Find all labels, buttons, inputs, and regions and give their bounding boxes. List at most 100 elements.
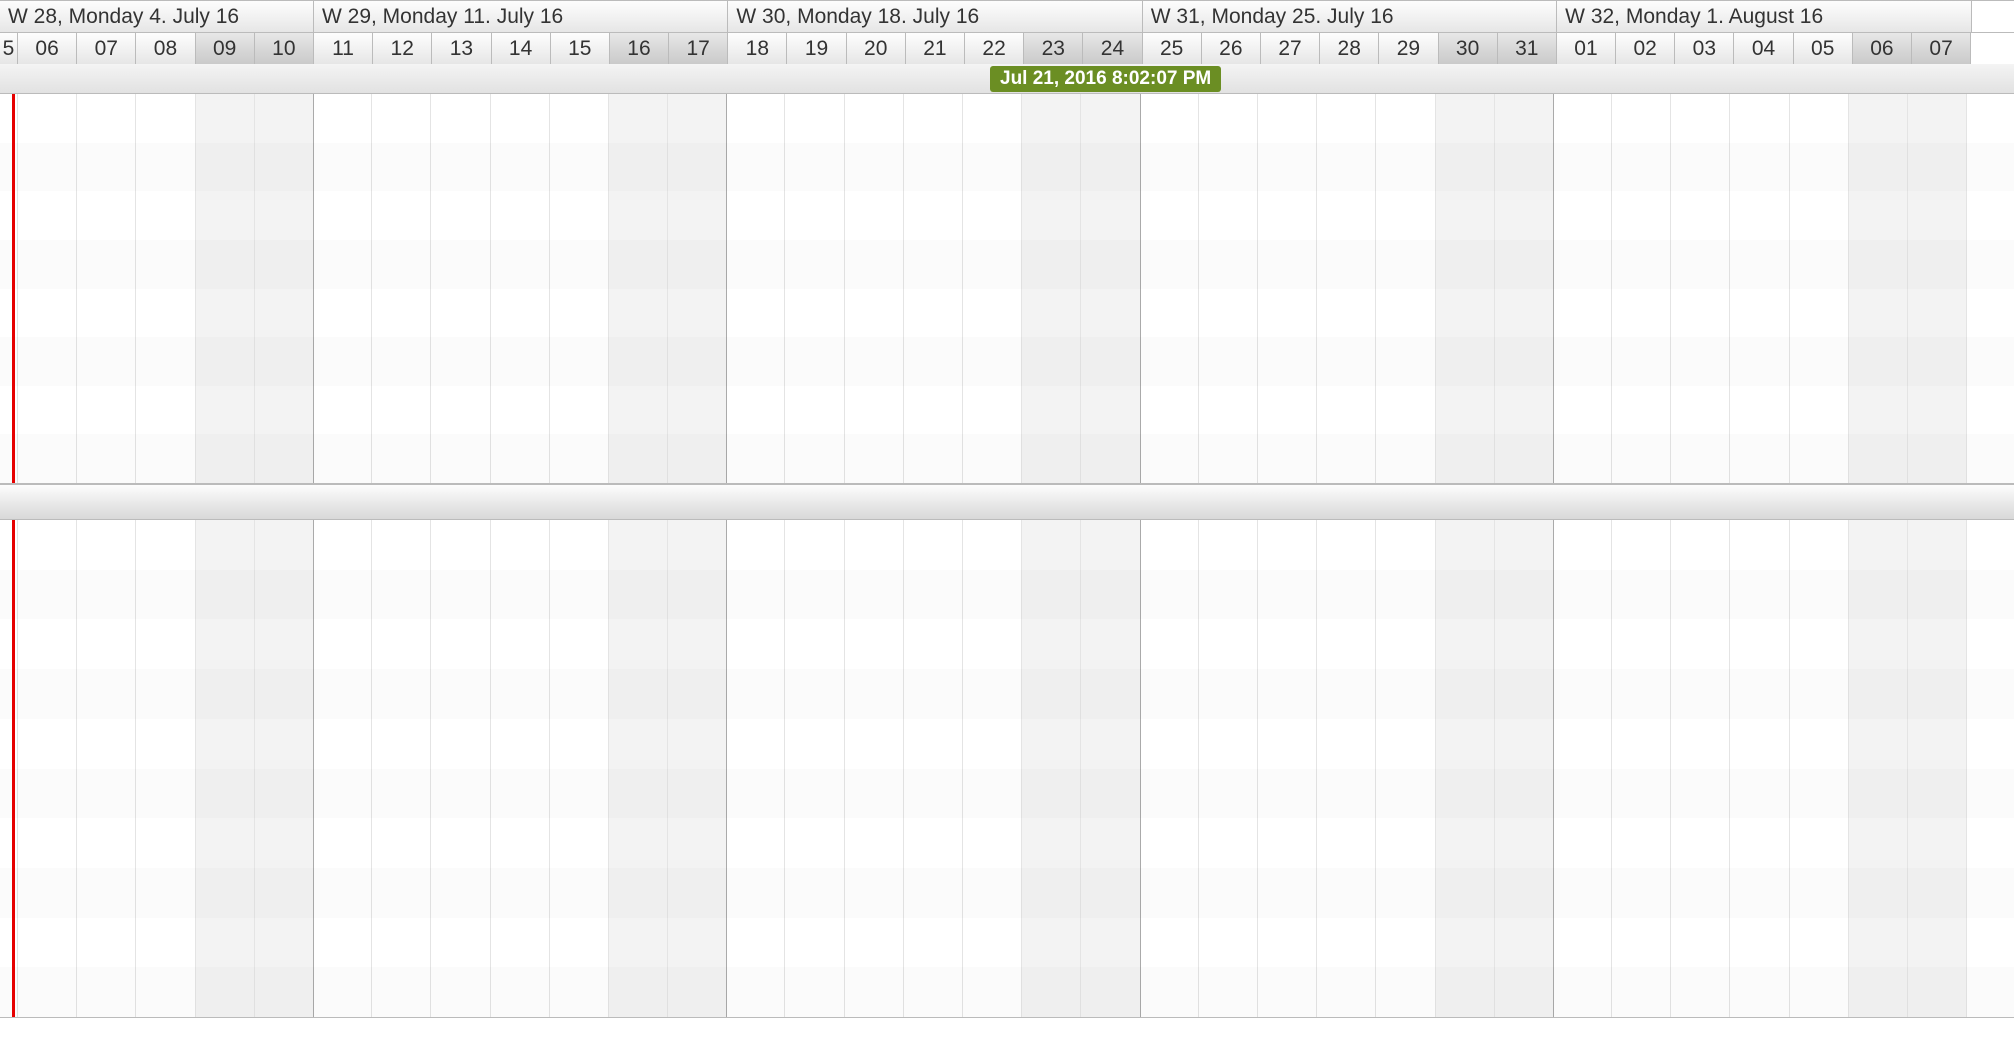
day-header-label: 23	[1042, 37, 1065, 61]
week-header-label: W 29, Monday 11. July 16	[322, 5, 563, 29]
day-header-label: 09	[213, 37, 236, 61]
grid-row	[0, 386, 2014, 435]
day-header-cell[interactable]: 25	[1143, 33, 1202, 64]
week-header-cell[interactable]: W 32, Monday 1. August 16	[1557, 1, 1971, 32]
day-header-label: 02	[1633, 37, 1656, 61]
day-header-label: 5	[3, 37, 15, 61]
timeline-week-header: W 28, Monday 4. July 16 W 29, Monday 11. …	[0, 0, 2014, 32]
day-header-label: 24	[1101, 37, 1124, 61]
day-header-cell[interactable]: 04	[1734, 33, 1793, 64]
week-header-label: W 32, Monday 1. August 16	[1565, 5, 1823, 29]
day-header-cell[interactable]: 13	[432, 33, 491, 64]
day-header-label: 13	[450, 37, 473, 61]
timeline-now-row: Jul 21, 2016 8:02:07 PM	[0, 64, 2014, 94]
day-header-cell[interactable]: 01	[1557, 33, 1616, 64]
gantt-panes	[0, 94, 2014, 1018]
day-header-cell[interactable]: 22	[965, 33, 1024, 64]
week-header-label: W 30, Monday 18. July 16	[736, 5, 979, 29]
grid-row	[0, 94, 2014, 143]
day-header-label: 07	[95, 37, 118, 61]
day-header-cell[interactable]: 17	[669, 33, 728, 64]
day-header-cell[interactable]: 10	[255, 33, 314, 64]
day-header-label: 10	[272, 37, 295, 61]
day-header-cell[interactable]: 11	[314, 33, 373, 64]
grid-row	[0, 669, 2014, 719]
now-marker-line	[12, 94, 15, 483]
now-marker-line	[12, 520, 15, 1017]
now-time-label: Jul 21, 2016 8:02:07 PM	[1000, 68, 1211, 90]
day-header-cell[interactable]: 24	[1083, 33, 1142, 64]
day-header-cell[interactable]: 5	[0, 33, 18, 64]
grid-row	[0, 240, 2014, 289]
day-header-label: 21	[923, 37, 946, 61]
grid-rows	[0, 520, 2014, 1017]
day-header-label: 15	[568, 37, 591, 61]
day-header-cell[interactable]: 03	[1675, 33, 1734, 64]
day-header-label: 29	[1397, 37, 1420, 61]
gantt-grid-pane[interactable]	[0, 94, 2014, 484]
day-header-label: 16	[627, 37, 650, 61]
week-header-cell[interactable]: W 30, Monday 18. July 16	[728, 1, 1142, 32]
day-header-cell[interactable]: 26	[1202, 33, 1261, 64]
day-header-cell[interactable]: 21	[906, 33, 965, 64]
day-header-cell[interactable]: 09	[196, 33, 255, 64]
grid-row	[0, 918, 2014, 968]
gantt-grid-pane[interactable]	[0, 520, 2014, 1018]
day-header-label: 18	[746, 37, 769, 61]
day-header-cell[interactable]: 14	[492, 33, 551, 64]
day-header-label: 20	[864, 37, 887, 61]
gantt-timeline: W 28, Monday 4. July 16 W 29, Monday 11. …	[0, 0, 2014, 1054]
day-header-cell[interactable]: 12	[373, 33, 432, 64]
day-header-cell[interactable]: 02	[1616, 33, 1675, 64]
grid-row	[0, 434, 2014, 483]
day-header-cell[interactable]: 18	[728, 33, 787, 64]
day-header-cell[interactable]: 16	[610, 33, 669, 64]
grid-row	[0, 143, 2014, 192]
day-header-cell[interactable]: 07	[1912, 33, 1971, 64]
day-header-cell[interactable]: 06	[1853, 33, 1912, 64]
grid-row	[0, 769, 2014, 819]
day-header-cell[interactable]: 08	[136, 33, 195, 64]
day-header-cell[interactable]: 23	[1024, 33, 1083, 64]
week-header-cell[interactable]: W 31, Monday 25. July 16	[1143, 1, 1557, 32]
grid-row	[0, 289, 2014, 338]
grid-row	[0, 520, 2014, 570]
grid-row	[0, 868, 2014, 918]
week-header-cell[interactable]: W 28, Monday 4. July 16	[0, 1, 314, 32]
day-header-label: 08	[154, 37, 177, 61]
grid-row	[0, 570, 2014, 620]
week-header-cell[interactable]: W 29, Monday 11. July 16	[314, 1, 728, 32]
week-header-label: W 28, Monday 4. July 16	[8, 5, 239, 29]
day-header-cell[interactable]: 30	[1439, 33, 1498, 64]
day-header-cell[interactable]: 15	[551, 33, 610, 64]
grid-row	[0, 337, 2014, 386]
day-header-cell[interactable]: 20	[847, 33, 906, 64]
day-header-label: 28	[1338, 37, 1361, 61]
day-header-label: 06	[1870, 37, 1893, 61]
day-header-label: 06	[35, 37, 58, 61]
day-header-label: 14	[509, 37, 532, 61]
grid-row	[0, 818, 2014, 868]
day-header-cell[interactable]: 29	[1379, 33, 1438, 64]
day-header-label: 19	[805, 37, 828, 61]
day-header-label: 03	[1693, 37, 1716, 61]
day-header-cell[interactable]: 06	[18, 33, 77, 64]
day-header-label: 27	[1278, 37, 1301, 61]
day-header-label: 11	[332, 37, 354, 61]
pane-divider[interactable]	[0, 484, 2014, 520]
day-header-cell[interactable]: 28	[1320, 33, 1379, 64]
day-header-cell[interactable]: 31	[1498, 33, 1557, 64]
day-header-cell[interactable]: 19	[787, 33, 846, 64]
day-header-cell[interactable]: 05	[1794, 33, 1853, 64]
day-header-label: 12	[391, 37, 414, 61]
day-header-cell[interactable]: 07	[77, 33, 136, 64]
day-header-label: 17	[686, 37, 709, 61]
day-header-cell[interactable]: 27	[1261, 33, 1320, 64]
timeline-day-header: 5 06 07 08 09 10 11 12 13 14 15 16 17 18 19 20 21 22 23 24 2…	[0, 32, 2014, 64]
day-header-label: 30	[1456, 37, 1479, 61]
day-header-label: 25	[1160, 37, 1183, 61]
grid-row	[0, 719, 2014, 769]
day-header-label: 05	[1811, 37, 1834, 61]
day-header-label: 07	[1929, 37, 1952, 61]
day-header-label: 31	[1515, 37, 1538, 61]
